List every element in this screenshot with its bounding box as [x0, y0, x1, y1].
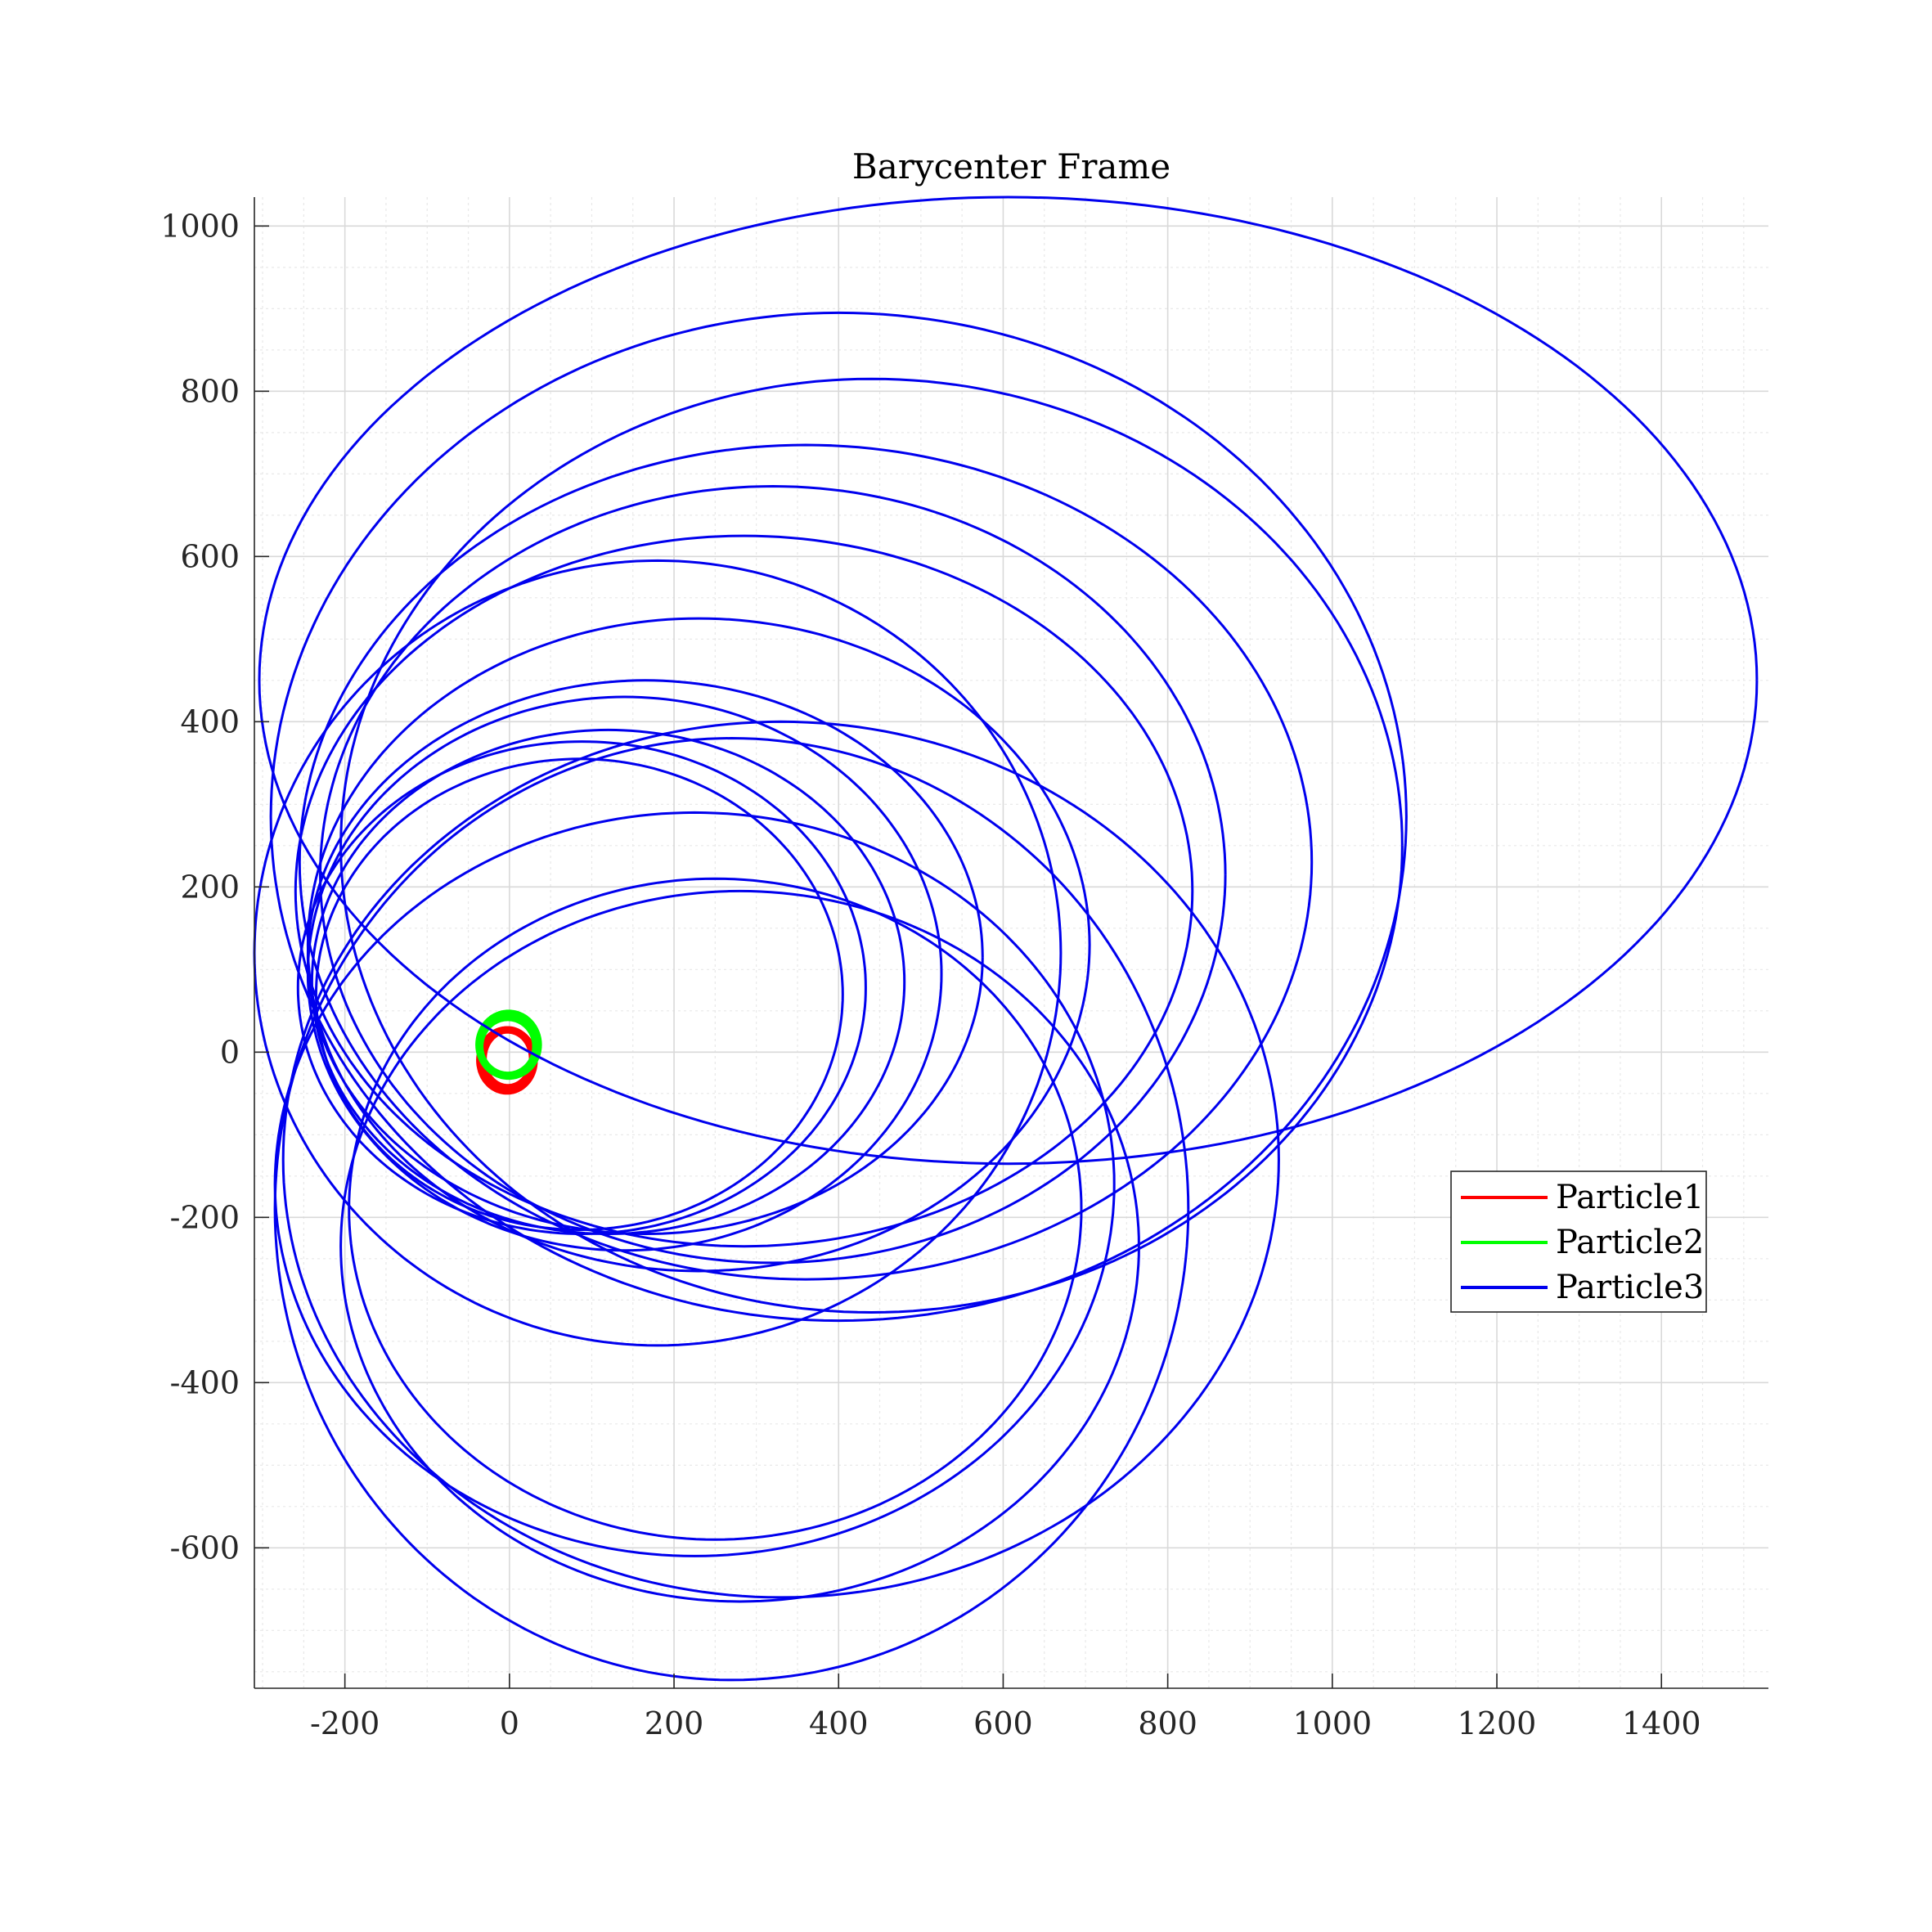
- orbit-particle3-0: [258, 195, 1759, 1166]
- orbit-particle3-9: [306, 695, 943, 1252]
- x-tick-label: 1200: [1458, 1705, 1537, 1741]
- y-tick-label: 600: [180, 538, 240, 574]
- x-tick-label: 1000: [1292, 1705, 1372, 1741]
- x-tick-label: 200: [645, 1705, 704, 1741]
- y-tick-label: 1000: [160, 208, 240, 244]
- orbit-particle3-13: [281, 720, 1280, 1599]
- plot-area: [253, 195, 1759, 1682]
- x-tick-label: -200: [310, 1705, 380, 1741]
- y-tick-label: -600: [170, 1530, 240, 1566]
- orbit-particle3-15: [339, 889, 1140, 1603]
- orbit-particle3-6: [306, 617, 1091, 1273]
- y-axis-ticks: -600 -400 -200 0 200 400 600 800 1000: [160, 208, 269, 1566]
- x-tick-label: 600: [973, 1705, 1033, 1741]
- major-grid: [254, 197, 1768, 1688]
- orbit-particle3-10: [310, 728, 906, 1235]
- x-tick-label: 800: [1138, 1705, 1197, 1741]
- y-tick-label: 0: [220, 1034, 240, 1070]
- legend-label: Particle3: [1556, 1269, 1704, 1306]
- series-particle3: [253, 195, 1759, 1682]
- y-tick-label: 800: [180, 373, 240, 409]
- orbit-particle3-4: [319, 485, 1227, 1265]
- orbit-particle3-5: [294, 534, 1194, 1248]
- orbit-particle3-2: [269, 311, 1408, 1323]
- x-axis-ticks: -200 0 200 400 600 800 1000 1200 1400: [310, 1674, 1701, 1741]
- orbit-particle3-11: [296, 740, 867, 1235]
- axes: [254, 197, 1768, 1689]
- legend-label: Particle2: [1556, 1224, 1704, 1261]
- x-tick-label: 0: [500, 1705, 519, 1741]
- orbit-particle3-12: [314, 757, 844, 1231]
- y-tick-label: -400: [170, 1364, 240, 1400]
- y-tick-label: 400: [180, 703, 240, 739]
- x-tick-label: 400: [809, 1705, 869, 1741]
- orbit-particle3-17: [273, 811, 1116, 1557]
- chart-title: Barycenter Frame: [852, 146, 1170, 186]
- legend: Particle1 Particle2 Particle3: [1450, 1170, 1707, 1313]
- orbit-particle3-3: [298, 443, 1314, 1281]
- y-tick-label: 200: [180, 869, 240, 905]
- orbit-particle2-1: [475, 1009, 542, 1081]
- legend-label: Particle1: [1556, 1179, 1704, 1216]
- orbit-particle3-16: [348, 877, 1083, 1541]
- y-tick-label: -200: [170, 1199, 240, 1235]
- orbit-particle3-1: [339, 377, 1404, 1314]
- x-tick-label: 1400: [1622, 1705, 1701, 1741]
- series-particle2: [475, 1009, 542, 1081]
